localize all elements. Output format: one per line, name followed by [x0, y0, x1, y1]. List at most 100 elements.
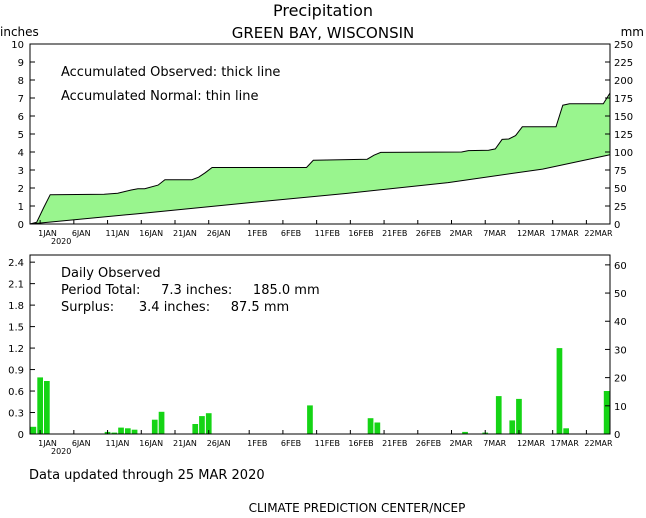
daily-bar — [44, 381, 50, 434]
top-right-tick-label: 75 — [614, 166, 627, 177]
daily-bar — [199, 416, 205, 434]
daily-bar — [131, 429, 138, 434]
daily-bar — [462, 431, 468, 434]
bottom-left-tick-label: 1.8 — [8, 301, 24, 312]
top-x-tick-label: 11JAN — [106, 229, 130, 238]
top-right-tick-label: 225 — [614, 58, 633, 69]
bottom-right-tick-label: 50 — [614, 289, 627, 300]
bottom-x-tick-label: 7MAR — [483, 439, 506, 448]
top-left-tick-label: 10 — [11, 40, 24, 51]
top-left-tick-label: 0 — [18, 220, 24, 231]
daily-bar — [495, 396, 502, 434]
top-x-axis-labels: 1JAN 6JAN 11JAN 16JAN 21JAN 26JAN 1FEB 6FEB 11FE… — [38, 220, 613, 238]
bottom-right-tick-label: 0 — [614, 430, 620, 441]
bottom-right-tick-label: 20 — [614, 374, 627, 385]
accumulated-observed-line — [29, 92, 611, 225]
bottom-panel: 0 0.3 0.6 0.9 1.2 1.5 1.8 2.1 2.4 0 10 20 30 40 50 60 D… — [8, 254, 627, 456]
top-right-tick-label: 0 — [614, 220, 620, 231]
bottom-year-label: 2020 — [51, 447, 71, 456]
top-left-tick-label: 8 — [18, 76, 24, 87]
daily-bar — [367, 418, 374, 434]
bottom-x-tick-label: 6JAN — [72, 439, 91, 448]
top-x-tick-label: 26JAN — [207, 229, 231, 238]
top-x-tick-label: 21JAN — [173, 229, 197, 238]
bottom-left-tick-label: 0 — [18, 430, 24, 441]
accumulated-normal-line — [29, 154, 611, 225]
daily-heading: Daily Observed — [61, 266, 161, 281]
daily-bar — [111, 432, 118, 434]
left-unit-label: inches — [0, 25, 39, 39]
credit-footer: CLIMATE PREDICTION CENTER/NCEP — [249, 501, 466, 515]
top-x-tick-label: 2MAR — [450, 229, 473, 238]
bottom-x-tick-label: 11JAN — [106, 439, 130, 448]
right-unit-label: mm — [621, 25, 644, 39]
daily-bar — [556, 348, 563, 434]
daily-bar — [205, 413, 212, 434]
daily-bar — [563, 428, 569, 434]
chart-location: GREEN BAY, WISCONSIN — [232, 24, 415, 42]
legend-normal: Accumulated Normal: thin line — [61, 89, 259, 104]
top-panel: 0123456789100255075100125150175200225250… — [11, 40, 633, 246]
top-left-tick-label: 2 — [18, 184, 24, 195]
bottom-x-tick-label: 17MAR — [551, 439, 580, 448]
daily-bar — [374, 422, 381, 434]
top-right-tick-label: 25 — [614, 202, 627, 213]
bottom-x-tick-label: 6FEB — [281, 439, 301, 448]
bottom-left-tick-label: 2.1 — [8, 280, 24, 291]
bottom-right-tick-label: 30 — [614, 345, 627, 356]
bottom-x-tick-label: 21JAN — [173, 439, 197, 448]
bottom-left-tick-label: 1.2 — [8, 344, 24, 355]
chart-title: Precipitation — [273, 1, 373, 20]
bottom-x-tick-label: 1JAN — [38, 439, 57, 448]
bottom-x-tick-label: 12MAR — [517, 439, 546, 448]
daily-bar — [37, 377, 43, 434]
top-left-tick-label: 1 — [18, 202, 24, 213]
bottom-x-tick-label: 1FEB — [247, 439, 267, 448]
top-x-tick-label: 1JAN — [38, 229, 57, 238]
daily-bar — [603, 391, 610, 434]
accumulated-plot-area — [29, 92, 611, 225]
bottom-right-tick-label: 10 — [614, 402, 627, 413]
top-year-label: 2020 — [51, 237, 71, 246]
bottom-axis-ticks: 0 0.3 0.6 0.9 1.2 1.5 1.8 2.1 2.4 0 10 20 30 40 50 60 — [8, 258, 627, 441]
daily-bar — [158, 411, 165, 434]
daily-plot-area — [30, 348, 610, 434]
top-x-tick-label: 6JAN — [72, 229, 91, 238]
daily-bar — [151, 419, 158, 434]
top-right-tick-label: 150 — [614, 112, 633, 123]
bottom-right-tick-label: 60 — [614, 261, 627, 272]
top-right-tick-label: 50 — [614, 184, 627, 195]
daily-bar — [125, 428, 131, 434]
top-left-tick-label: 4 — [18, 148, 24, 159]
bottom-x-tick-label: 11FEB — [315, 439, 340, 448]
bottom-left-tick-label: 0.6 — [8, 387, 24, 398]
bottom-left-tick-label: 0.9 — [8, 366, 24, 377]
top-x-tick-label: 11FEB — [315, 229, 340, 238]
top-left-tick-label: 6 — [18, 112, 24, 123]
top-left-tick-label: 7 — [18, 94, 24, 105]
bottom-x-tick-label: 2MAR — [450, 439, 473, 448]
bottom-left-tick-label: 1.5 — [8, 323, 24, 334]
daily-bar — [118, 427, 124, 434]
daily-bar — [192, 424, 199, 434]
bottom-x-axis-labels: 1JAN 6JAN 11JAN 16JAN 21JAN 26JAN 1FEB 6FEB 11FE… — [38, 430, 613, 448]
top-x-tick-label: 6FEB — [281, 229, 301, 238]
bottom-left-tick-label: 0.3 — [8, 409, 24, 420]
daily-bar — [30, 426, 37, 434]
top-right-tick-label: 175 — [614, 94, 633, 105]
bottom-panel-frame — [29, 254, 611, 435]
daily-bar — [509, 420, 516, 434]
surplus: Surplus: 3.4 inches: 87.5 mm — [61, 300, 289, 315]
top-x-tick-label: 1FEB — [247, 229, 267, 238]
bottom-x-tick-label: 16FEB — [348, 439, 373, 448]
top-left-tick-label: 3 — [18, 166, 24, 177]
top-x-tick-label: 26FEB — [416, 229, 441, 238]
top-left-tick-label: 9 — [18, 58, 24, 69]
top-x-tick-label: 12MAR — [517, 229, 546, 238]
top-x-tick-label: 7MAR — [483, 229, 506, 238]
top-x-tick-label: 21FEB — [382, 229, 407, 238]
top-right-tick-label: 250 — [614, 40, 633, 51]
top-right-tick-label: 200 — [614, 76, 633, 87]
